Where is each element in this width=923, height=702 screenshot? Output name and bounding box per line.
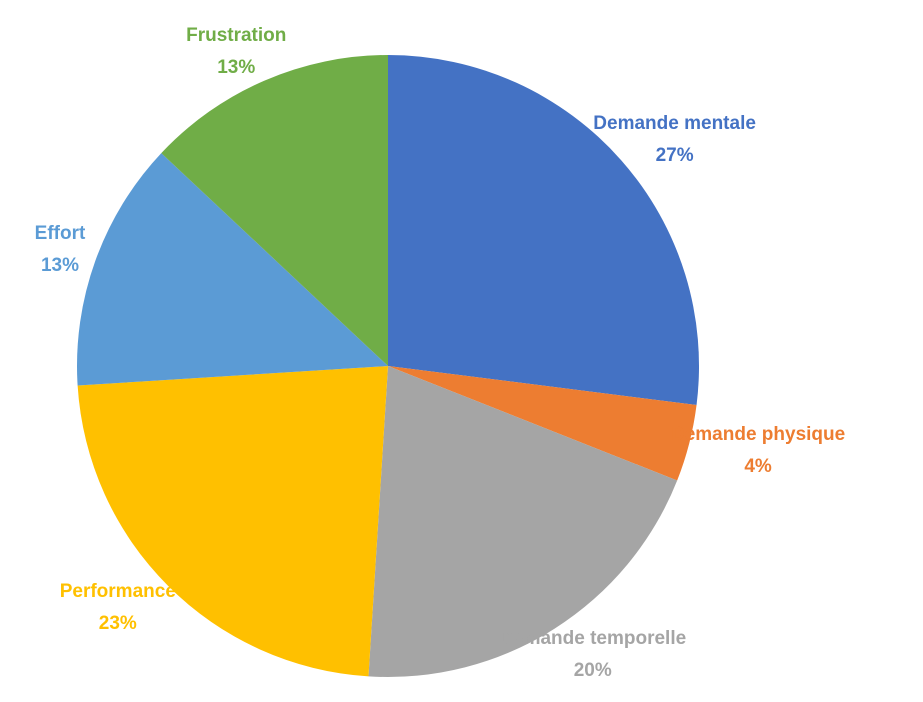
slice-value: 23% [99,613,137,634]
slice-value: 27% [656,145,694,166]
slice-value: 20% [574,660,612,681]
pie-slice [161,55,388,366]
pie-slice [368,366,678,677]
slice-label: Demande temporelle [499,628,686,649]
slice-label: Effort [35,223,86,244]
slice-label: Demande mentale [593,113,756,134]
slice-label: Frustration [186,25,286,46]
slice-label: Demande physique [671,424,845,445]
slice-label: Performance [60,581,176,602]
slice-value: 13% [217,57,255,78]
pie-slice [76,153,388,386]
pie-slice [77,366,389,677]
slice-value: 13% [41,255,79,276]
pie-slice [388,366,697,481]
pie-slice [388,55,700,405]
slice-value: 4% [744,456,772,477]
